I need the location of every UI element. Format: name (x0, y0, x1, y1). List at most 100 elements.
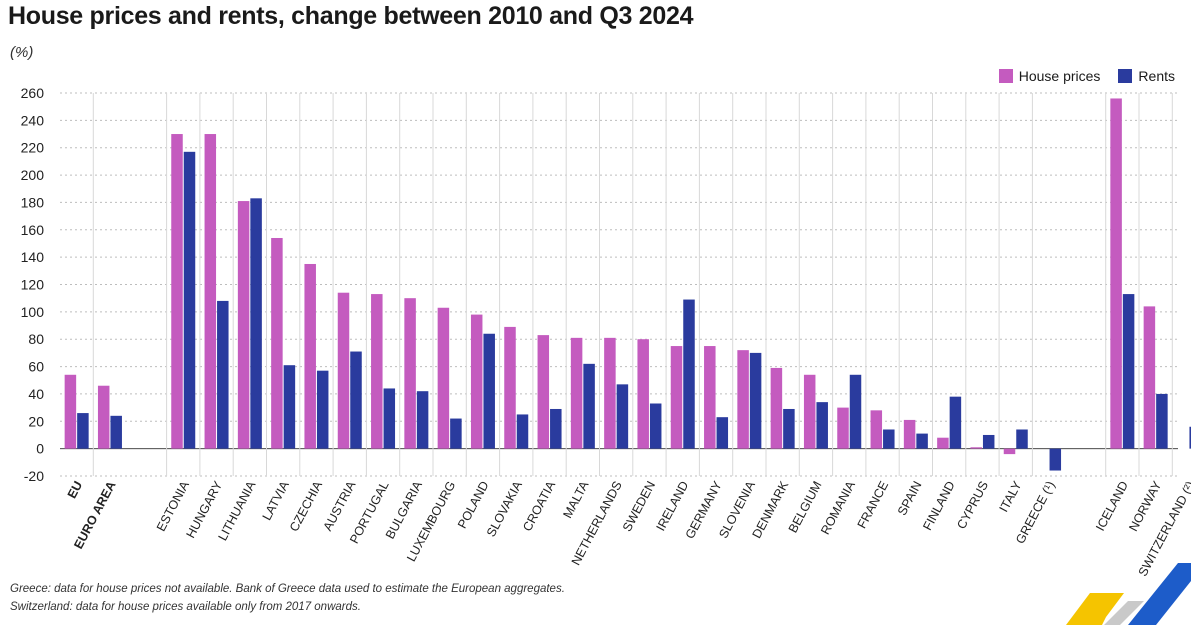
y-tick-label-220: 220 (21, 140, 45, 156)
x-tick-label-malta: MALTA (560, 478, 591, 520)
x-tick-label-austria: AUSTRIA (321, 478, 359, 533)
logo-grey-stripe (1104, 601, 1144, 625)
bar-latvia-rents (283, 365, 296, 449)
bar-bulgaria-rents (416, 391, 429, 449)
bar-slovenia-rents (749, 352, 762, 449)
footnotes: Greece: data for house prices not availa… (10, 580, 565, 616)
bar-france-house-prices (870, 410, 883, 449)
bar-poland-house-prices (470, 314, 483, 449)
legend-item-house-prices[interactable]: House prices (998, 68, 1100, 84)
bar-slovakia-rents (516, 414, 529, 449)
x-tick-label-france: FRANCE (855, 479, 891, 531)
bar-slovenia-house-prices (737, 350, 749, 449)
y-tick-label-120: 120 (21, 277, 45, 293)
bar-romania-house-prices (837, 407, 849, 449)
chart-title: House prices and rents, change between 2… (8, 2, 694, 30)
y-tick-label-0: 0 (36, 441, 44, 457)
x-tick-label-sweden: SWEDEN (620, 479, 658, 534)
bar-sweden-house-prices (637, 339, 649, 449)
bar-cyprus-house-prices (970, 447, 982, 449)
x-tick-label-latvia: LATVIA (260, 478, 292, 522)
y-tick-label-260: 260 (21, 85, 45, 101)
bar-sweden-rents (649, 403, 662, 449)
bar-france-rents (883, 429, 895, 449)
bar-austria-rents (350, 351, 362, 449)
y-tick-label--20: -20 (24, 468, 44, 484)
bar-iceland-rents (1122, 294, 1135, 449)
bar-iceland-house-prices (1110, 98, 1122, 449)
bar-hungary-house-prices (204, 134, 217, 449)
x-tick-label-estonia: ESTONIA (154, 478, 192, 533)
bar-finland-house-prices (937, 437, 949, 449)
bar-eu-rents (77, 413, 89, 449)
bar-netherlands-house-prices (604, 337, 616, 449)
legend: House prices Rents (981, 68, 1175, 84)
bar-luxembourg-rents (450, 418, 462, 449)
bar-cyprus-rents (982, 434, 995, 449)
bar-norway-house-prices (1143, 306, 1156, 449)
y-tick-label-60: 60 (28, 359, 44, 375)
bar-italy-rents (1016, 429, 1028, 449)
x-tick-label-finland: FINLAND (920, 479, 957, 533)
y-tick-label-160: 160 (21, 222, 45, 238)
bar-netherlands-rents (616, 384, 629, 449)
brand-logo (1066, 563, 1191, 625)
bar-spain-house-prices (903, 419, 916, 449)
x-tick-label-italy: ITALY (997, 478, 1025, 514)
bar-poland-rents (483, 333, 495, 449)
bar-eu-house-prices (64, 374, 77, 449)
x-tick-label-iceland: ICELAND (1093, 479, 1131, 533)
bar-germany-house-prices (704, 346, 716, 449)
y-tick-label-240: 240 (21, 112, 45, 128)
y-tick-label-140: 140 (21, 249, 45, 265)
bar-malta-rents (583, 363, 595, 449)
x-tick-label-cyprus: CYPRUS (954, 479, 991, 532)
bar-spain-rents (916, 433, 928, 449)
footnote-switzerland: Switzerland: data for house prices avail… (10, 601, 361, 613)
bar-portugal-rents (383, 388, 396, 449)
bar-croatia-house-prices (537, 335, 550, 449)
x-tick-label-poland: POLAND (455, 479, 491, 531)
logo-blue-stripe (1128, 563, 1191, 625)
bar-finland-rents (949, 396, 962, 449)
bar-portugal-house-prices (371, 294, 383, 449)
bar-bulgaria-house-prices (404, 298, 416, 449)
bar-romania-rents (849, 374, 862, 449)
bar-greece-rents (1049, 448, 1062, 471)
y-tick-label-180: 180 (21, 194, 45, 210)
bar-luxembourg-house-prices (437, 307, 450, 449)
bar-belgium-rents (816, 402, 828, 449)
bar-estonia-house-prices (171, 134, 183, 449)
x-tick-label-ireland: IRELAND (654, 479, 692, 533)
bar-malta-house-prices (570, 337, 583, 449)
y-tick-label-20: 20 (28, 413, 44, 429)
bar-austria-house-prices (337, 292, 350, 449)
x-tick-label-spain: SPAIN (895, 479, 925, 518)
bar-slovakia-house-prices (504, 326, 516, 449)
y-unit-label: (%) (10, 44, 34, 61)
x-tick-label-romania: ROMANIA (818, 478, 858, 537)
bar-croatia-rents (550, 408, 562, 449)
x-tick-label-norway: NORWAY (1126, 478, 1164, 533)
bar-norway-rents (1156, 393, 1168, 449)
bar-ireland-rents (683, 299, 695, 449)
bar-estonia-rents (183, 151, 196, 449)
x-tick-label-eu: EU (65, 479, 86, 501)
legend-swatch-house-prices (998, 69, 1013, 83)
legend-item-rents[interactable]: Rents (1118, 68, 1175, 84)
bar-germany-rents (716, 417, 729, 449)
bar-italy-house-prices (1003, 448, 1016, 455)
bar-ireland-house-prices (670, 346, 683, 449)
bar-lithuania-rents (250, 198, 262, 449)
y-tick-label-40: 40 (28, 386, 44, 402)
bar-czechia-house-prices (304, 263, 316, 449)
legend-swatch-rents (1118, 69, 1133, 83)
bar-belgium-house-prices (803, 374, 816, 449)
bar-denmark-house-prices (770, 367, 783, 449)
x-tick-label-belgium: BELGIUM (786, 479, 825, 535)
bar-euro-area-rents (110, 415, 122, 449)
bar-hungary-rents (217, 300, 229, 449)
y-tick-label-200: 200 (21, 167, 45, 183)
bar-denmark-rents (783, 408, 795, 449)
